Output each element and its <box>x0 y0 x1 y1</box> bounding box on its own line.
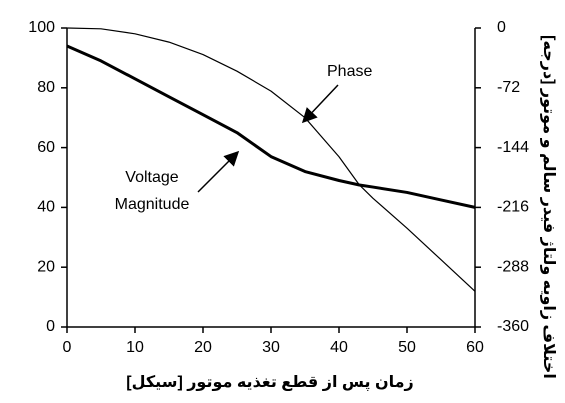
arrow <box>197 150 240 193</box>
x-tick-label: 60 <box>466 339 484 356</box>
x-axis-label: زمان پس از قطع تغذیه موتور [سیکل] <box>126 374 413 392</box>
x-tick-label: 0 <box>63 339 72 356</box>
x-tick-label: 10 <box>126 339 144 356</box>
line <box>66 27 476 292</box>
arrow <box>301 84 339 124</box>
y2-axis-label: اختلاف زاویه ولتاژ فیدر سالم و موتور [در… <box>540 35 557 379</box>
y2-tick-label: -288 <box>497 258 529 275</box>
x-tick-label: 30 <box>262 339 280 356</box>
x-tick-label: 40 <box>330 339 348 356</box>
y2-tick-label: -72 <box>497 79 520 96</box>
x-tick-label: 20 <box>194 339 212 356</box>
y-tick-label: 60 <box>37 139 55 156</box>
annotation: Phase <box>327 63 372 80</box>
line <box>66 44 476 209</box>
annotation: Magnitude <box>115 196 190 213</box>
y2-tick-label: -216 <box>497 199 529 216</box>
y-tick-label: 40 <box>37 199 55 216</box>
y2-tick-label: -144 <box>497 139 529 156</box>
y2-tick-label: 0 <box>497 19 506 36</box>
annotation: Voltage <box>125 169 178 186</box>
y-tick-label: 0 <box>46 318 55 335</box>
y-tick-label: 80 <box>37 79 55 96</box>
y-tick-label: 20 <box>37 258 55 275</box>
y2-tick-label: -360 <box>497 318 529 335</box>
y-tick-label: 100 <box>28 19 55 36</box>
x-tick-label: 50 <box>398 339 416 356</box>
